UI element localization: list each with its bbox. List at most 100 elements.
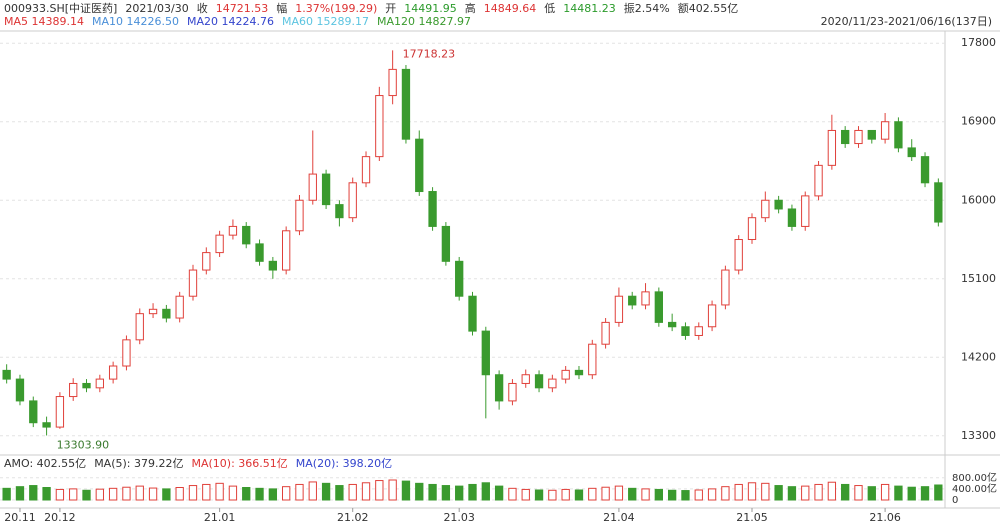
candle-body (268, 260, 278, 271)
candle-body (667, 321, 677, 328)
header-text: 2021/03/30 (125, 2, 188, 15)
candle-body (561, 369, 570, 380)
candle-body (135, 313, 144, 341)
volume-bar (42, 487, 51, 501)
candle-body (308, 173, 317, 201)
candle-body (29, 400, 38, 424)
volume-bar (268, 488, 278, 501)
volume-bar (255, 487, 264, 501)
header-text: MA5 14389.14 (4, 15, 84, 28)
candle-body (721, 269, 730, 306)
volume-bar (628, 487, 637, 501)
header-text: 额402.55亿 (678, 2, 739, 15)
volume-bar (561, 488, 570, 501)
volume-bar (388, 479, 397, 501)
candle-body (42, 422, 51, 428)
candle-body (787, 208, 797, 227)
candle-body (215, 234, 224, 254)
volume-bar (588, 487, 597, 501)
y-tick-label: 16900 (961, 115, 996, 128)
volume-bar (934, 484, 943, 501)
volume-bar (95, 488, 104, 501)
candle-body (707, 304, 717, 328)
header-text: MA(10): 366.51亿 (191, 457, 287, 470)
volume-bar (455, 485, 464, 501)
volume-bar (175, 487, 184, 501)
header-text: 高 (465, 1, 476, 15)
candle-body (295, 199, 304, 232)
volume-bar (534, 489, 544, 501)
candle-body (654, 291, 663, 323)
x-tick-label: 21.04 (603, 511, 635, 524)
candle-body (920, 156, 930, 184)
header-text: 14721.53 (216, 2, 269, 15)
candle-body (69, 382, 78, 398)
y-tick-label: 400.00亿 (952, 482, 997, 495)
header-text: 000933.SH[中证医药] (4, 2, 117, 15)
volume-bar (814, 483, 823, 501)
volume-bar (548, 489, 557, 501)
volume-bar (694, 489, 703, 501)
candle-body (521, 374, 530, 384)
volume-bar (920, 486, 930, 501)
candle-body (641, 291, 650, 306)
volume-bar (162, 488, 171, 501)
volume-bar (854, 485, 863, 501)
candle-body (175, 295, 184, 319)
candle-body (827, 129, 837, 166)
header-text: MA(20): 398.20亿 (296, 457, 392, 470)
candle-body (867, 129, 876, 140)
volume-bar (415, 482, 424, 501)
volume-bar (761, 482, 770, 501)
candle-body (361, 156, 371, 184)
volume-bar (468, 483, 477, 501)
candle-body (15, 378, 25, 402)
candle-body (628, 295, 637, 306)
volume-bar (148, 487, 158, 501)
volume-bar (681, 490, 690, 501)
candle-body (415, 138, 424, 193)
header-text: MA10 14226.50 (92, 15, 179, 28)
volume-bar (375, 480, 384, 501)
volume-bar (228, 485, 238, 501)
volume-bar (787, 486, 797, 501)
candle-body (321, 173, 331, 206)
candle-body (441, 225, 451, 262)
volume-bar (721, 486, 730, 501)
x-tick-label: 21.03 (443, 511, 475, 524)
candle-body (148, 308, 158, 315)
candle-body (841, 129, 850, 145)
volume-bar (641, 488, 650, 501)
volume-bar (282, 486, 291, 501)
candle-body (228, 225, 238, 236)
candle-body (388, 68, 397, 97)
candle-body (428, 191, 437, 227)
candle-body (601, 321, 610, 345)
volume-bar (508, 487, 517, 501)
y-tick-label: 17800 (961, 36, 996, 49)
annotation: 17718.23 (403, 47, 456, 60)
candle-body (2, 369, 11, 380)
volume-bar (907, 486, 916, 501)
volume-bar (335, 485, 344, 501)
candle-body (348, 182, 357, 219)
candle-body (95, 378, 104, 389)
header-text: 开 (385, 2, 396, 15)
volume-bar (348, 483, 357, 501)
header-text: MA(5): 379.22亿 (94, 457, 183, 470)
candle-body (108, 365, 118, 380)
header-text: 1.37%(199.29) (295, 2, 377, 15)
candle-body (934, 182, 943, 223)
candle-body (188, 269, 198, 297)
candle-body (494, 374, 504, 402)
volume-bar (614, 485, 624, 501)
volume-bar (69, 488, 78, 501)
header-text: 14491.95 (404, 2, 457, 15)
candle-body (122, 339, 131, 367)
y-tick-label: 16000 (961, 193, 996, 206)
volume-bar (361, 482, 371, 501)
candle-body (694, 326, 703, 336)
volume-bar (707, 488, 717, 501)
header-text: MA60 15289.17 (282, 15, 369, 28)
volume-bar (295, 483, 304, 501)
